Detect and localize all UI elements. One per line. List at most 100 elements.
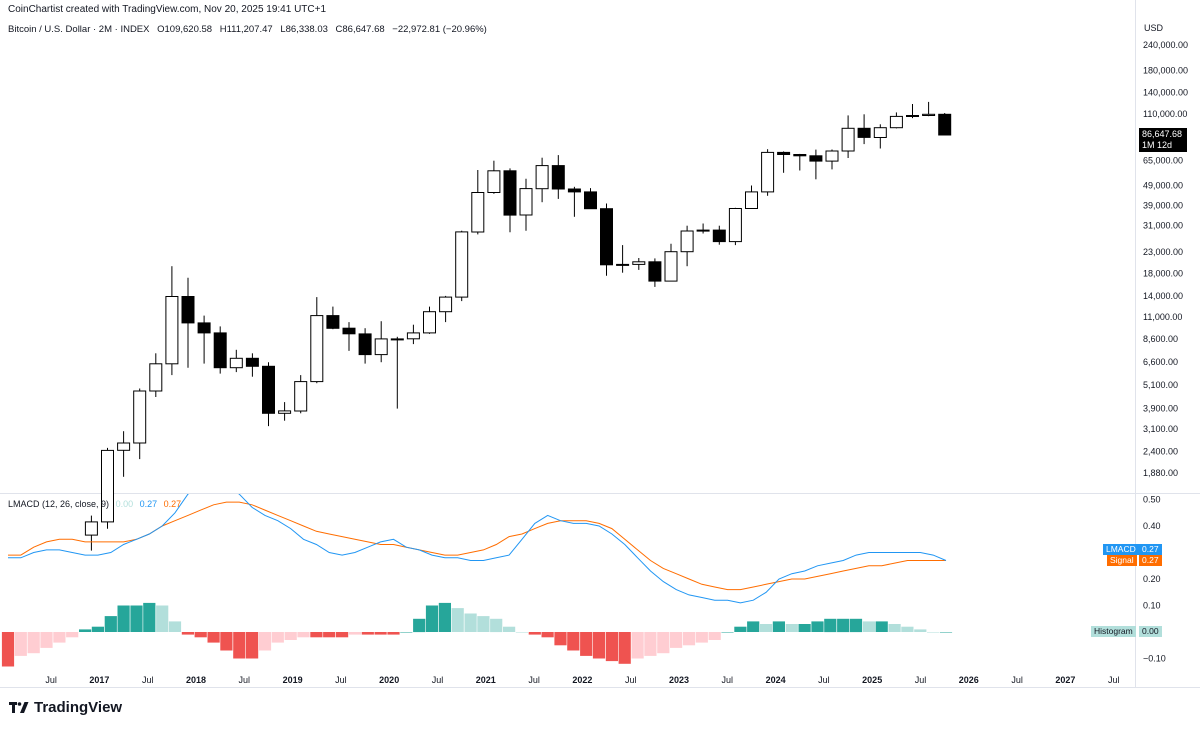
time-tick-label: 2027	[1055, 675, 1075, 685]
candle	[374, 321, 388, 363]
histogram-bar	[310, 632, 323, 638]
time-tick-label: 2022	[572, 675, 592, 685]
tradingview-logo-icon	[9, 701, 29, 713]
candle	[938, 113, 952, 136]
time-tick-label: Jul	[45, 675, 57, 685]
histogram-bar	[348, 632, 361, 635]
macd-axis: −0.10 0.10 0.20 0.40 0.50	[1143, 495, 1166, 664]
candle-body-down	[358, 333, 372, 356]
signal-line	[8, 501, 946, 591]
signal-axis-label: Signal	[1107, 555, 1137, 566]
candle	[584, 188, 597, 210]
candle	[616, 245, 630, 273]
time-tick-label: Jul	[239, 675, 251, 685]
candle-body-up	[471, 192, 485, 233]
price-tick-label: 31,000.00	[1143, 221, 1183, 231]
candle	[278, 402, 292, 421]
time-tick-label: Jul	[142, 675, 154, 685]
signal-axis-value: 0.27	[1139, 555, 1162, 566]
candle-body-up	[632, 261, 646, 265]
histogram-bar	[451, 608, 464, 632]
price-tick-label: 65,000.00	[1143, 155, 1183, 165]
candle-body-down	[181, 296, 195, 324]
lmacd-axis-value: 0.27	[1139, 544, 1162, 555]
histogram-layer	[1, 602, 953, 667]
candle-body-up	[390, 338, 404, 341]
candle	[294, 375, 308, 414]
histogram-bar	[605, 632, 618, 662]
candle	[229, 349, 243, 373]
candle	[906, 104, 919, 119]
candle-body-up	[487, 170, 501, 194]
histogram-bar	[284, 632, 297, 640]
candle	[423, 306, 436, 334]
candle-body-up	[406, 332, 420, 340]
candle-body-up	[278, 410, 292, 414]
histogram-bar	[721, 632, 734, 633]
histogram-bar	[1, 632, 15, 667]
histogram-bar	[168, 621, 182, 632]
candle-body-down	[648, 261, 662, 282]
histogram-bar	[425, 605, 439, 632]
high-value: H111,207.47	[219, 24, 273, 35]
indicator-legend[interactable]: LMACD (12, 26, close, 9) 0.00 0.27 0.27	[8, 499, 185, 509]
candle-body-up	[294, 381, 308, 412]
histogram-bar	[644, 632, 657, 656]
price-tick-label: 110,000.00	[1143, 109, 1187, 119]
histogram-bar	[323, 632, 336, 638]
histogram-bar	[528, 632, 541, 635]
candle	[664, 243, 678, 282]
histogram-bar	[374, 632, 387, 635]
candle-body-up	[133, 390, 147, 444]
histogram-bar	[824, 618, 837, 633]
histogram-bar	[503, 626, 516, 632]
candle	[149, 353, 163, 397]
candle	[213, 326, 227, 374]
time-tick-label: 2018	[186, 675, 206, 685]
histogram-axis-label: Histogram	[1091, 626, 1136, 637]
candle-body-down	[938, 113, 952, 136]
histogram-bar	[387, 632, 400, 635]
last-price-value: 86,647.68	[1142, 129, 1183, 139]
candle	[551, 155, 565, 199]
hist-legend-value: 0.00	[115, 499, 134, 509]
histogram-bar	[888, 624, 901, 632]
time-tick-label: Jul	[818, 675, 830, 685]
histogram-bar	[708, 632, 721, 640]
candle	[181, 277, 195, 368]
candle	[165, 266, 179, 376]
candle-body-down	[567, 188, 581, 193]
candle-body-down	[262, 365, 275, 414]
histogram-bar	[760, 624, 773, 632]
candle-body-down	[503, 170, 517, 216]
candle	[889, 112, 903, 129]
lmacd-lines-layer	[8, 494, 947, 604]
histogram-bar	[862, 621, 875, 632]
candle	[632, 258, 646, 270]
tradingview-logo[interactable]: TradingView	[9, 699, 122, 716]
lmacd-legend-value: 0.27	[139, 499, 158, 509]
lmacd-line	[8, 494, 947, 604]
price-tick-label: 49,000.00	[1143, 180, 1183, 190]
candle-body-up	[455, 231, 469, 298]
candle-body-up	[229, 357, 243, 369]
time-tick-label: Jul	[915, 675, 927, 685]
time-tick-label: Jul	[335, 675, 347, 685]
time-tick-label: 2025	[862, 675, 882, 685]
bar-countdown: 1M 12d	[1142, 140, 1173, 150]
price-tick-label: 23,000.00	[1143, 247, 1183, 257]
currency-label: USD	[1144, 23, 1164, 33]
candle-body-up	[761, 151, 775, 193]
candle-body-up	[728, 208, 742, 243]
histogram-bar	[91, 626, 104, 632]
candle-body-up	[889, 115, 903, 129]
histogram-bar	[657, 632, 670, 654]
time-tick-label: 2021	[476, 675, 496, 685]
candle	[857, 114, 871, 145]
candle	[471, 170, 485, 235]
symbol-label[interactable]: Bitcoin / U.S. Dollar · 2M · INDEX	[8, 24, 150, 35]
candle	[535, 157, 549, 203]
change-value: −22,972.81 (−20.96%)	[392, 24, 487, 35]
candle-body-up	[519, 188, 533, 216]
